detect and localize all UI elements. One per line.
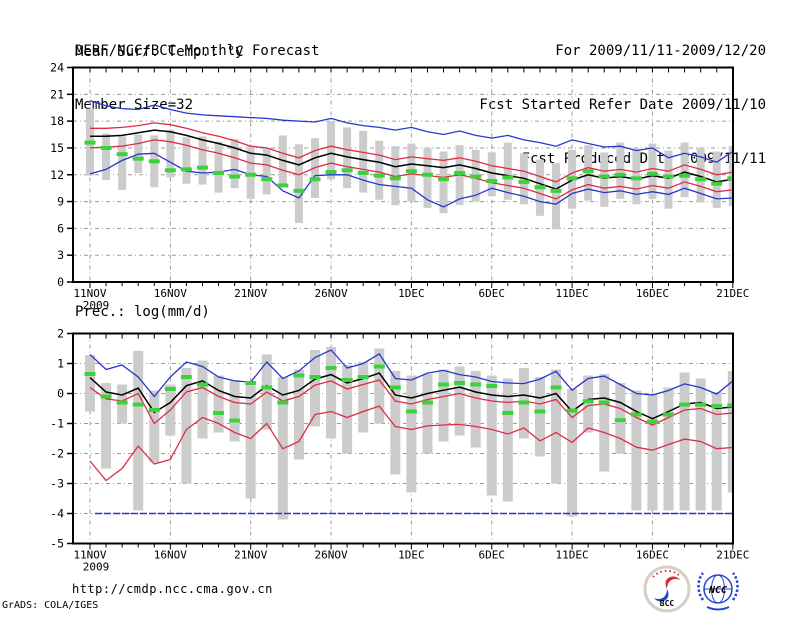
x-tick-label: 6DEC <box>479 287 506 300</box>
axis-ticks <box>89 334 734 550</box>
y-tick-label: -3 <box>50 477 64 491</box>
y-tick-label: 3 <box>57 248 64 262</box>
x-tick-label: 16NOV <box>154 287 187 300</box>
x-axis-year-label: 2009 <box>83 299 110 312</box>
y-tick-label: 15 <box>50 141 64 155</box>
x-tick-label: 16NOV <box>154 549 187 562</box>
bcc-swirl-blue <box>654 589 669 602</box>
x-tick-label: 21NOV <box>234 287 267 300</box>
plot-border <box>72 332 734 545</box>
ncc-wreath-left <box>697 572 705 601</box>
temp-chart-title: Mean Surf. Temp.: °C <box>75 44 244 60</box>
y-axis-labels: 24 21 18 15 12 9 6 3 0 <box>50 61 73 289</box>
x-axis-year-label: 2009 <box>83 561 110 574</box>
x-axis-labels: 11NOV 16NOV 21NOV 26NOV 1DEC 6DEC 11DEC 16DEC 21… <box>73 549 749 574</box>
series-ensemble-max <box>89 99 733 163</box>
x-tick-label: 21NOV <box>234 549 267 562</box>
temp-chart: 24 21 18 15 12 9 6 3 0 11NOV 16NOV 21NOV 26NOV 1DEC 6D… <box>50 61 749 313</box>
x-tick-label: 16DEC <box>636 287 669 300</box>
series-observation-dash <box>84 140 733 193</box>
x-tick-label: 6DEC <box>479 549 506 562</box>
x-tick-label: 16DEC <box>636 549 669 562</box>
y-tick-label: 12 <box>50 168 64 182</box>
series-percentile-25 <box>89 405 733 482</box>
y-tick-label: 6 <box>57 221 64 235</box>
y-tick-label: -1 <box>50 417 64 431</box>
x-axis-labels: 11NOV 16NOV 21NOV 26NOV 1DEC 6DEC 11DEC 16DEC 21… <box>73 287 749 312</box>
y-tick-label: 1 <box>57 357 64 371</box>
footer-url: http://cmdp.ncc.cma.gov.cn <box>72 582 273 596</box>
bcc-logo-text: BCC <box>660 599 675 608</box>
y-tick-label: -5 <box>50 537 64 551</box>
series-member-spread-bar <box>85 347 733 520</box>
ncc-wreath-right <box>731 572 739 601</box>
y-tick-label: 0 <box>57 387 64 401</box>
figure-title: DERF/NCC/BCC Monthly Forecast <box>75 43 320 59</box>
series-percentile-75 <box>89 379 733 426</box>
bcc-swirl-red <box>665 576 680 589</box>
y-tick-label: 2 <box>57 327 64 341</box>
axis-ticks <box>89 68 734 288</box>
y-tick-label: 9 <box>57 195 64 209</box>
x-tick-label: 1DEC <box>398 287 425 300</box>
x-tick-label: 21DEC <box>716 549 749 562</box>
series-ensemble-max <box>89 349 733 398</box>
series-ensemble-mean <box>90 129 733 190</box>
y-tick-label: 18 <box>50 114 64 128</box>
y-tick-label: -4 <box>50 507 64 521</box>
x-tick-label: 1DEC <box>398 549 425 562</box>
ncc-logo: NCC <box>697 572 739 611</box>
x-tick-label: 26NOV <box>314 549 347 562</box>
bcc-logo: BCC <box>643 565 691 613</box>
x-tick-label: 11DEC <box>556 287 589 300</box>
prec-chart: 2 1 0 -1 -2 -3 -4 -5 11NOV 16NOV 21NOV 26NOV 1DEC 6DE… <box>50 327 749 574</box>
y-tick-label: 21 <box>50 87 64 101</box>
x-tick-label: 21DEC <box>716 287 749 300</box>
ncc-logo-text: NCC <box>708 585 727 596</box>
x-tick-label: 11DEC <box>556 549 589 562</box>
footer-logos: BCC NCC <box>643 565 739 613</box>
x-tick-label: 11NOV <box>73 549 106 562</box>
prec-chart-title: Prec.: log(mm/d) <box>75 304 210 320</box>
ncc-wreath-bottom <box>706 606 730 611</box>
series-percentile-25 <box>89 139 733 200</box>
y-axis-labels: 2 1 0 -1 -2 -3 -4 -5 <box>50 327 73 551</box>
series-percentile-75 <box>90 122 733 183</box>
forecast-range-label: For 2009/11/11-2009/12/20 <box>555 43 766 59</box>
y-tick-label: 24 <box>50 61 64 75</box>
refer-date-label: Fcst Started Refer Date 2009/11/10 <box>479 97 766 113</box>
series-ensemble-min <box>89 152 733 208</box>
grads-credit: GrADS: COLA/IGES <box>2 600 99 611</box>
x-tick-label: 26NOV <box>314 287 347 300</box>
x-tick-label: 11NOV <box>73 287 106 300</box>
y-tick-label: 0 <box>57 275 64 289</box>
bcc-arc-text-top <box>652 569 682 578</box>
series-observation-dash <box>84 364 733 424</box>
y-tick-label: -2 <box>50 447 64 461</box>
